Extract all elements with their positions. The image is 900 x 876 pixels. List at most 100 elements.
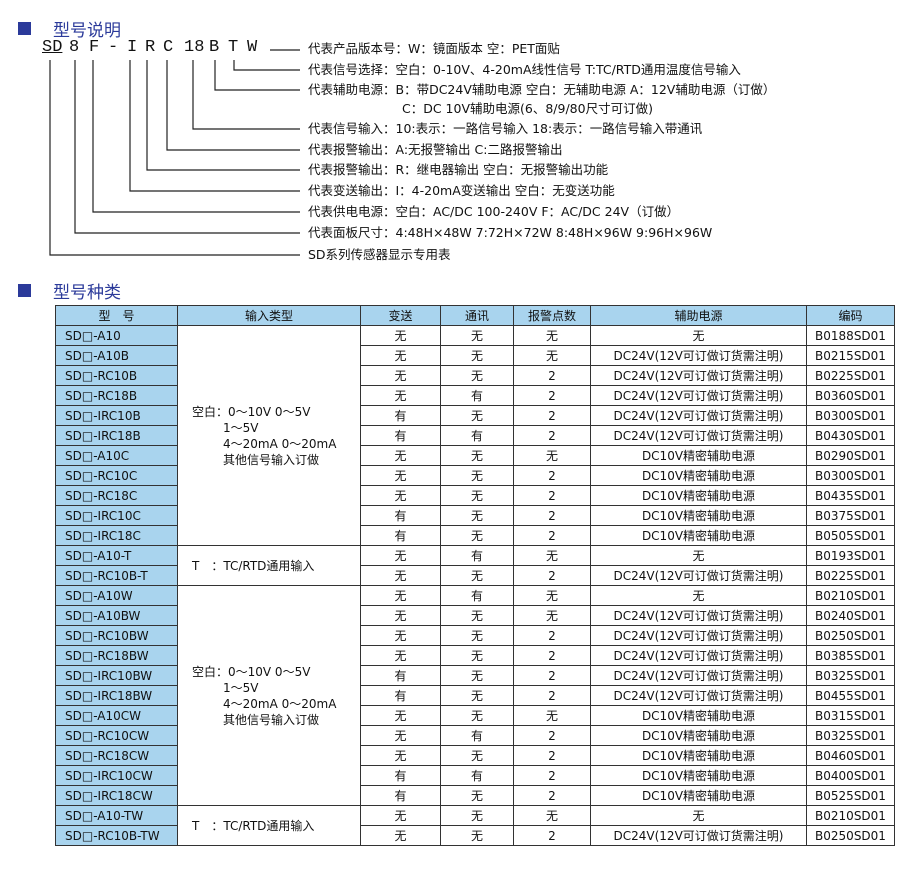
alarm-points-cell: 2 xyxy=(513,685,591,706)
alarm-points-cell: 2 xyxy=(513,565,591,586)
code-cell: B0455SD01 xyxy=(806,685,895,706)
input-type-cell: T ：TC/RTD通用输入 xyxy=(177,805,361,846)
comm-cell: 有 xyxy=(440,725,514,746)
transmit-cell: 有 xyxy=(360,665,441,686)
comm-cell: 无 xyxy=(440,625,514,646)
table-row: SD□-RC18CW 无无 2 DC10V精密辅助电源 B0460SD01 xyxy=(55,745,895,766)
input-type-cell: T ：TC/RTD通用输入 xyxy=(177,545,361,586)
model-cell: SD□-A10BW xyxy=(55,605,178,626)
alarm-points-cell: 2 xyxy=(513,765,591,786)
model-cell: SD□-IRC18CW xyxy=(55,785,178,806)
aux-power-cell: DC24V(12V可订做订货需注明) xyxy=(590,385,807,406)
alarm-points-cell: 2 xyxy=(513,525,591,546)
code-cell: B0188SD01 xyxy=(806,325,895,346)
model-cell: SD□-RC18B xyxy=(55,385,178,406)
transmit-cell: 无 xyxy=(360,645,441,666)
transmit-cell: 无 xyxy=(360,465,441,486)
alarm-points-cell: 无 xyxy=(513,325,591,346)
comm-cell: 无 xyxy=(440,465,514,486)
table-row: SD□-IRC18B 有有 2 DC24V(12V可订做订货需注明) B0430SD01 xyxy=(55,425,895,446)
alarm-points-cell: 2 xyxy=(513,385,591,406)
code-cell: B0300SD01 xyxy=(806,405,895,426)
alarm-points-cell: 无 xyxy=(513,585,591,606)
input-type-line: 空白：0～10V 0～5V xyxy=(192,664,311,679)
comm-cell: 无 xyxy=(440,405,514,426)
code-part: W xyxy=(247,38,258,57)
code-cell: B0215SD01 xyxy=(806,345,895,366)
input-type-line: 其他信号输入订做 xyxy=(223,712,320,727)
model-cell: SD□-RC18CW xyxy=(55,745,178,766)
code-part: B xyxy=(209,38,220,57)
transmit-cell: 无 xyxy=(360,805,441,826)
alarm-points-cell: 2 xyxy=(513,405,591,426)
model-cell: SD□-RC10B-T xyxy=(55,565,178,586)
aux-power-cell: DC10V精密辅助电源 xyxy=(590,525,807,546)
aux-power-cell: 无 xyxy=(590,545,807,566)
code-cell: B0210SD01 xyxy=(806,585,895,606)
code-part: T xyxy=(228,38,239,57)
transmit-cell: 有 xyxy=(360,505,441,526)
code-cell: B0240SD01 xyxy=(806,605,895,626)
square-bullet-icon xyxy=(18,284,31,297)
description-line: 代表信号输入：10:表示：一路信号输入 18:表示：一路信号输入带通讯 xyxy=(308,121,703,136)
code-cell: B0210SD01 xyxy=(806,805,895,826)
comm-cell: 无 xyxy=(440,525,514,546)
aux-power-cell: DC10V精密辅助电源 xyxy=(590,485,807,506)
aux-power-cell: DC24V(12V可订做订货需注明) xyxy=(590,425,807,446)
table-row: SD□-RC10CW 无有 2 DC10V精密辅助电源 B0325SD01 xyxy=(55,725,895,746)
aux-power-cell: DC10V精密辅助电源 xyxy=(590,745,807,766)
transmit-cell: 无 xyxy=(360,825,441,846)
alarm-points-cell: 2 xyxy=(513,425,591,446)
code-cell: B0460SD01 xyxy=(806,745,895,766)
code-cell: B0400SD01 xyxy=(806,765,895,786)
aux-power-cell: DC10V精密辅助电源 xyxy=(590,725,807,746)
model-cell: SD□-RC10C xyxy=(55,465,178,486)
model-cell: SD□-IRC18BW xyxy=(55,685,178,706)
code-cell: B0193SD01 xyxy=(806,545,895,566)
table-row: SD□-RC18B 无有 2 DC24V(12V可订做订货需注明) B0360SD01 xyxy=(55,385,895,406)
comm-cell: 无 xyxy=(440,665,514,686)
code-cell: B0385SD01 xyxy=(806,645,895,666)
alarm-points-cell: 2 xyxy=(513,465,591,486)
model-cell: SD□-RC10BW xyxy=(55,625,178,646)
code-cell: B0505SD01 xyxy=(806,525,895,546)
model-cell: SD□-A10W xyxy=(55,585,178,606)
table-row: SD□-RC18C 无无 2 DC10V精密辅助电源 B0435SD01 xyxy=(55,485,895,506)
alarm-points-cell: 无 xyxy=(513,445,591,466)
code-cell: B0430SD01 xyxy=(806,425,895,446)
code-part: SD xyxy=(42,38,63,57)
comm-cell: 有 xyxy=(440,385,514,406)
alarm-points-cell: 无 xyxy=(513,705,591,726)
transmit-cell: 无 xyxy=(360,485,441,506)
model-cell: SD□-IRC10BW xyxy=(55,665,178,686)
alarm-points-cell: 2 xyxy=(513,745,591,766)
alarm-points-cell: 2 xyxy=(513,825,591,846)
code-part: F xyxy=(89,38,100,57)
model-cell: SD□-A10-T xyxy=(55,545,178,566)
transmit-cell: 无 xyxy=(360,385,441,406)
description-line: 代表报警输出：R：继电器输出 空白：无报警输出功能 xyxy=(308,162,609,177)
code-cell: B0360SD01 xyxy=(806,385,895,406)
aux-power-cell: DC24V(12V可订做订货需注明) xyxy=(590,405,807,426)
section-title-text: 型号种类 xyxy=(53,283,121,303)
aux-power-cell: DC10V精密辅助电源 xyxy=(590,705,807,726)
code-part: 18 xyxy=(184,38,205,57)
comm-cell: 无 xyxy=(440,485,514,506)
transmit-cell: 无 xyxy=(360,325,441,346)
column-header: 编码 xyxy=(806,305,895,326)
input-type-line: 1～5V xyxy=(223,680,259,695)
code-part: R xyxy=(145,38,156,57)
aux-power-cell: DC24V(12V可订做订货需注明) xyxy=(590,565,807,586)
code-part: C xyxy=(163,38,174,57)
transmit-cell: 无 xyxy=(360,365,441,386)
column-header: 报警点数 xyxy=(513,305,591,326)
comm-cell: 无 xyxy=(440,785,514,806)
alarm-points-cell: 2 xyxy=(513,485,591,506)
aux-power-cell: DC24V(12V可订做订货需注明) xyxy=(590,365,807,386)
description-line: 代表信号选择：空白：0-10V、4-20mA线性信号 T:TC/RTD通用温度信… xyxy=(308,62,741,77)
square-bullet-icon xyxy=(18,22,31,35)
transmit-cell: 无 xyxy=(360,345,441,366)
code-cell: B0300SD01 xyxy=(806,465,895,486)
comm-cell: 无 xyxy=(440,645,514,666)
connector-lines xyxy=(49,49,300,256)
